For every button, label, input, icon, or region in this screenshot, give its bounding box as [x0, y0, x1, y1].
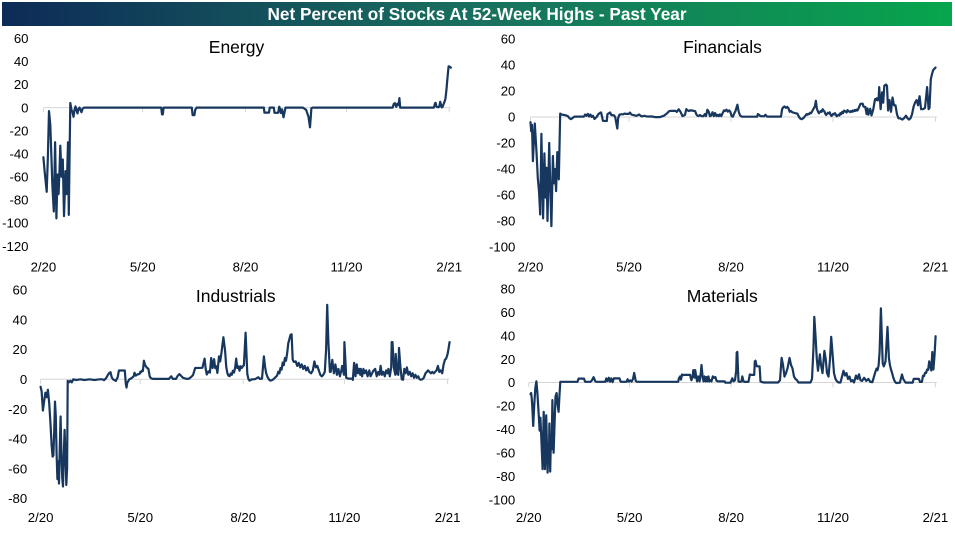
svg-text:80: 80	[501, 281, 516, 296]
svg-text:-80: -80	[496, 214, 515, 229]
svg-text:11/20: 11/20	[330, 259, 362, 274]
svg-text:40: 40	[14, 54, 29, 69]
svg-text:11/20: 11/20	[817, 510, 849, 525]
svg-text:8/20: 8/20	[718, 259, 744, 274]
svg-text:-60: -60	[496, 188, 515, 203]
svg-text:0: 0	[508, 110, 515, 125]
svg-text:60: 60	[14, 31, 29, 46]
svg-text:5/20: 5/20	[617, 510, 643, 525]
svg-text:40: 40	[13, 312, 28, 327]
svg-text:Industrials: Industrials	[196, 286, 276, 306]
svg-text:-40: -40	[9, 147, 28, 162]
svg-text:5/20: 5/20	[616, 259, 642, 274]
svg-text:2/20: 2/20	[28, 510, 54, 525]
svg-text:5/20: 5/20	[130, 259, 156, 274]
svg-text:-20: -20	[496, 136, 515, 151]
svg-text:20: 20	[501, 352, 516, 367]
svg-text:-20: -20	[8, 402, 27, 417]
svg-text:2/21: 2/21	[435, 510, 461, 525]
svg-text:Net Percent of Stocks At 52-We: Net Percent of Stocks At 52-Week Highs -…	[267, 4, 686, 24]
svg-text:0: 0	[20, 372, 27, 387]
svg-text:0: 0	[21, 100, 28, 115]
svg-text:60: 60	[13, 283, 28, 298]
svg-text:2/20: 2/20	[31, 259, 57, 274]
svg-text:2/21: 2/21	[436, 259, 462, 274]
svg-text:-100: -100	[489, 492, 515, 507]
svg-text:-100: -100	[489, 240, 515, 255]
svg-text:8/20: 8/20	[233, 259, 259, 274]
svg-text:-60: -60	[9, 170, 28, 185]
svg-text:-60: -60	[496, 446, 515, 461]
svg-text:20: 20	[501, 84, 516, 99]
svg-text:-40: -40	[8, 432, 27, 447]
svg-text:-40: -40	[496, 422, 515, 437]
svg-text:-120: -120	[2, 239, 28, 254]
svg-text:40: 40	[501, 58, 516, 73]
svg-text:-80: -80	[9, 193, 28, 208]
svg-text:11/20: 11/20	[328, 510, 360, 525]
svg-text:-20: -20	[496, 399, 515, 414]
svg-text:2/20: 2/20	[518, 259, 544, 274]
svg-text:60: 60	[501, 32, 516, 47]
svg-text:8/20: 8/20	[230, 510, 256, 525]
svg-text:2/21: 2/21	[923, 510, 949, 525]
svg-text:Materials: Materials	[687, 286, 758, 306]
svg-text:-20: -20	[9, 123, 28, 138]
svg-text:5/20: 5/20	[127, 510, 153, 525]
svg-text:8/20: 8/20	[718, 510, 744, 525]
svg-text:-60: -60	[8, 461, 27, 476]
svg-text:Financials: Financials	[683, 37, 762, 57]
svg-text:11/20: 11/20	[817, 259, 849, 274]
svg-text:20: 20	[13, 342, 28, 357]
svg-text:40: 40	[501, 328, 516, 343]
svg-text:Energy: Energy	[209, 37, 265, 57]
svg-text:-100: -100	[2, 216, 28, 231]
svg-text:60: 60	[501, 305, 516, 320]
svg-text:2/20: 2/20	[516, 510, 542, 525]
svg-text:-40: -40	[496, 162, 515, 177]
svg-text:20: 20	[14, 77, 29, 92]
svg-text:2/21: 2/21	[923, 259, 949, 274]
svg-text:-80: -80	[496, 469, 515, 484]
svg-text:0: 0	[508, 375, 515, 390]
svg-text:-80: -80	[8, 491, 27, 506]
